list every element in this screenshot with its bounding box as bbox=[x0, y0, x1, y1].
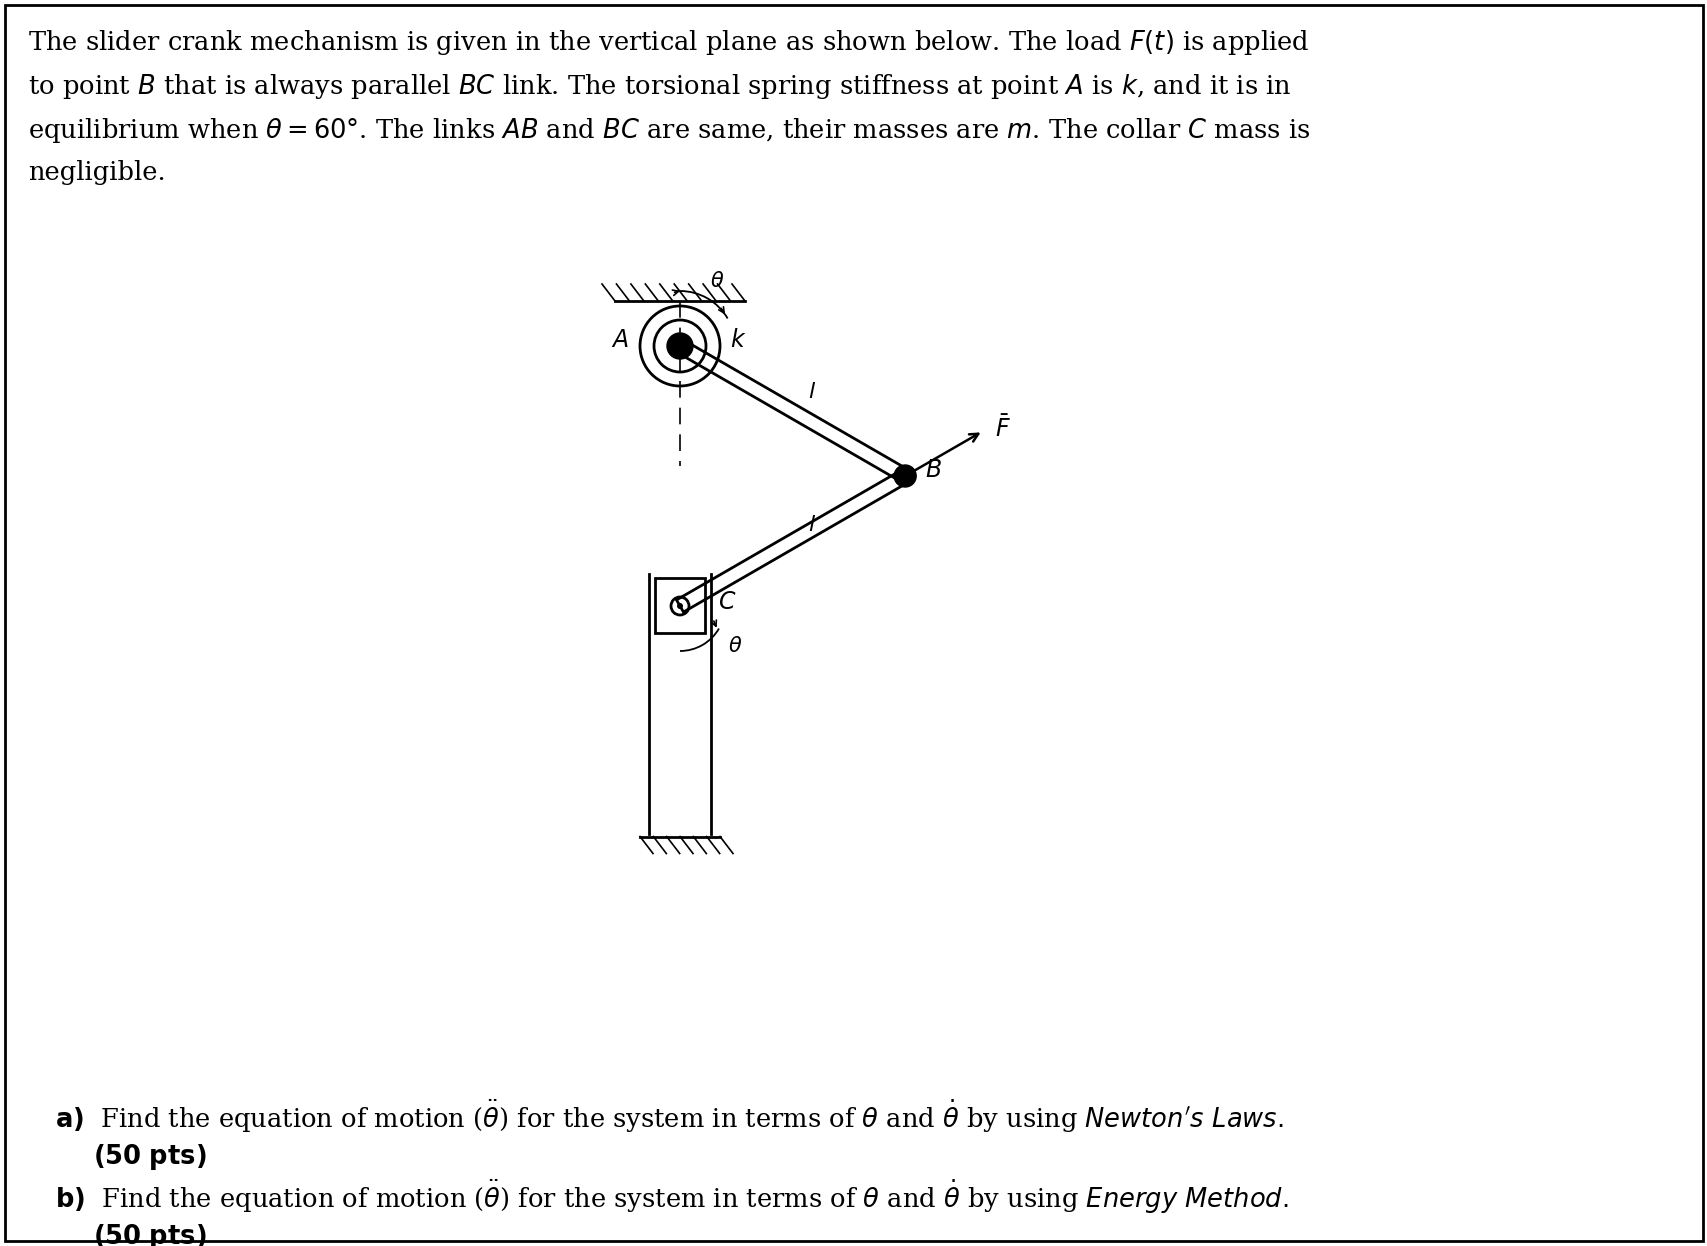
Text: $B$: $B$ bbox=[925, 460, 941, 482]
Text: $\bar{F}$: $\bar{F}$ bbox=[995, 416, 1011, 442]
Text: $\mathbf{a)}$  Find the equation of motion ($\ddot{\theta}$) for the system in t: $\mathbf{a)}$ Find the equation of motio… bbox=[55, 1098, 1284, 1135]
Text: $\mathbf{b)}$  Find the equation of motion ($\ddot{\theta}$) for the system in t: $\mathbf{b)}$ Find the equation of motio… bbox=[55, 1177, 1289, 1216]
Bar bbox=[654, 578, 705, 633]
Text: The slider crank mechanism is given in the vertical plane as shown below. The lo: The slider crank mechanism is given in t… bbox=[27, 27, 1309, 57]
Circle shape bbox=[894, 465, 915, 487]
Text: $C$: $C$ bbox=[717, 592, 736, 614]
Text: $\theta$: $\theta$ bbox=[710, 272, 724, 292]
Text: $l$: $l$ bbox=[807, 515, 816, 537]
Text: $\mathbf{(50\ pts)}$: $\mathbf{(50\ pts)}$ bbox=[92, 1143, 207, 1172]
Text: $l$: $l$ bbox=[807, 381, 816, 402]
Text: equilibrium when $\theta = 60°$. The links $AB$ and $BC$ are same, their masses : equilibrium when $\theta = 60°$. The lin… bbox=[27, 116, 1309, 145]
Circle shape bbox=[676, 603, 683, 609]
Text: $A$: $A$ bbox=[611, 329, 628, 353]
Text: $\mathbf{(50\ pts)}$: $\mathbf{(50\ pts)}$ bbox=[92, 1222, 207, 1246]
Text: $\theta$: $\theta$ bbox=[727, 635, 743, 655]
Text: $k$: $k$ bbox=[729, 329, 746, 353]
Text: negligible.: negligible. bbox=[27, 159, 166, 184]
Circle shape bbox=[667, 333, 693, 359]
Text: to point $B$ that is always parallel $BC$ link. The torsional spring stiffness a: to point $B$ that is always parallel $BC… bbox=[27, 72, 1290, 101]
